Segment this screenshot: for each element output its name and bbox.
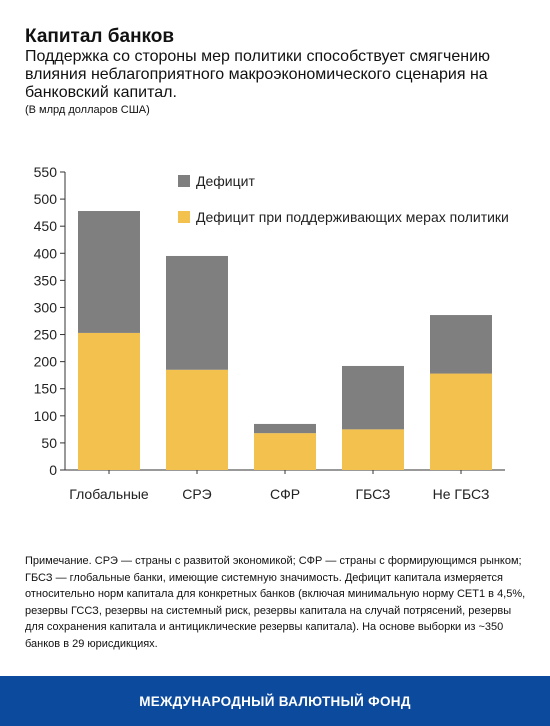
bar-deficit-4	[430, 315, 492, 374]
y-tick-label: 450	[34, 218, 58, 234]
x-tick-label: ГБСЗ	[355, 486, 390, 502]
bar-policy-deficit-3	[342, 429, 404, 470]
y-tick-label: 100	[34, 408, 58, 424]
y-tick-label: 350	[34, 272, 58, 288]
x-tick-label: Не ГБСЗ	[433, 486, 490, 502]
y-tick-label: 550	[34, 164, 58, 180]
units-label: (В млрд долларов США)	[25, 104, 150, 116]
y-tick-label: 400	[34, 245, 58, 261]
x-tick-label: Глобальные	[69, 486, 149, 502]
bar-policy-deficit-0	[78, 332, 140, 470]
bar-policy-deficit-4	[430, 373, 492, 470]
bar-deficit-1	[166, 255, 228, 370]
legend-swatch	[178, 175, 190, 187]
bar-policy-deficit-2	[254, 433, 316, 470]
legend-label: Дефицит	[196, 173, 255, 189]
chart-note: Примечание. СРЭ — страны с развитой экон…	[25, 555, 526, 650]
bank-capital-bar-chart: 0 50 100 150 200 250 300 350 400 450 500 550 Глобаль…	[34, 164, 509, 502]
y-tick-label: 200	[34, 354, 58, 370]
chart-title: Капитал банков	[25, 26, 175, 47]
y-tick-label: 0	[49, 462, 57, 478]
bar-deficit-3	[342, 365, 404, 430]
bar-policy-deficit-1	[166, 369, 228, 470]
y-tick-label: 300	[34, 299, 58, 315]
x-tick-label: СРЭ	[182, 486, 212, 502]
legend-swatch	[178, 211, 190, 223]
legend-label: Дефицит при поддерживающих мерах политик…	[196, 209, 509, 225]
y-tick-label: 500	[34, 191, 58, 207]
y-tick-label: 150	[34, 381, 58, 397]
chart-subtitle: Поддержка со стороны мер политики способ…	[25, 48, 491, 101]
bar-deficit-0	[78, 211, 140, 333]
x-tick-label: СФР	[270, 486, 300, 502]
y-tick-label: 50	[41, 435, 57, 451]
footer-banner: МЕЖДУНАРОДНЫЙ ВАЛЮТНЫЙ ФОНД	[0, 676, 550, 726]
y-tick-label: 250	[34, 327, 58, 343]
footer-org-name: МЕЖДУНАРОДНЫЙ ВАЛЮТНЫЙ ФОНД	[139, 693, 411, 709]
bar-deficit-2	[254, 423, 316, 434]
